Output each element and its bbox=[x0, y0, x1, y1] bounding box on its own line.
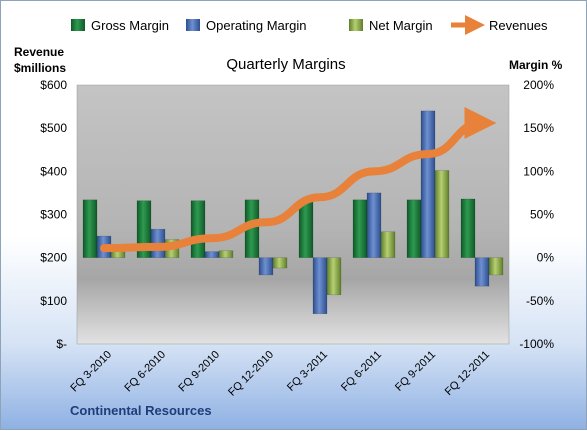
legend-swatch-net-margin bbox=[349, 19, 363, 31]
right-tick-label: 150% bbox=[523, 121, 554, 135]
gross-margin-bar bbox=[83, 200, 97, 258]
left-tick-label: $- bbox=[56, 337, 67, 351]
category-label: FQ 12-2010 bbox=[226, 349, 276, 399]
operating-margin-bar bbox=[313, 258, 327, 314]
net-margin-bar bbox=[381, 232, 395, 258]
legend-swatch-gross-margin bbox=[71, 19, 85, 31]
left-axis: $600 $500 $400 $300 $200 $100 $- bbox=[40, 78, 67, 351]
net-margin-bar bbox=[219, 251, 233, 258]
left-tick-label: $300 bbox=[40, 208, 67, 222]
operating-margin-bar bbox=[421, 111, 435, 258]
gross-margin-bar bbox=[299, 200, 313, 258]
category-label: FQ 3-2010 bbox=[68, 349, 114, 395]
left-tick-label: $600 bbox=[40, 78, 67, 92]
legend-label-net-margin: Net Margin bbox=[369, 18, 433, 33]
right-tick-label: 50% bbox=[530, 208, 554, 222]
right-tick-label: 200% bbox=[523, 78, 554, 92]
legend-label-gross-margin: Gross Margin bbox=[91, 18, 169, 33]
right-tick-label: 100% bbox=[523, 164, 554, 178]
net-margin-bar bbox=[273, 258, 287, 268]
operating-margin-bar bbox=[205, 252, 219, 258]
operating-margin-bar bbox=[259, 258, 273, 275]
right-axis: 200% 150% 100% 50% 0% -50% -100% bbox=[519, 78, 554, 351]
left-axis-title-line1: Revenue bbox=[14, 45, 64, 59]
category-label: FQ 12-2011 bbox=[443, 349, 492, 398]
operating-margin-bar bbox=[367, 193, 381, 258]
category-label: FQ 9-2010 bbox=[176, 349, 222, 395]
left-tick-label: $200 bbox=[40, 251, 67, 265]
category-label: FQ 9-2011 bbox=[393, 349, 438, 394]
right-tick-label: -50% bbox=[526, 294, 554, 308]
net-margin-bar bbox=[489, 258, 503, 275]
gross-margin-bar bbox=[191, 201, 205, 258]
right-axis-title: Margin % bbox=[509, 58, 563, 72]
left-tick-label: $100 bbox=[40, 294, 67, 308]
category-label: FQ 3-2011 bbox=[285, 349, 330, 394]
left-tick-label: $500 bbox=[40, 121, 67, 135]
legend-swatch-operating-margin bbox=[186, 19, 200, 31]
gross-margin-bar bbox=[461, 199, 475, 258]
legend: Gross Margin Operating Margin Net Margin… bbox=[71, 18, 548, 33]
right-tick-label: 0% bbox=[537, 251, 555, 265]
right-tick-label: -100% bbox=[519, 337, 554, 351]
legend-label-operating-margin: Operating Margin bbox=[206, 18, 306, 33]
source-label: Continental Resources bbox=[70, 403, 212, 418]
chart-title: Quarterly Margins bbox=[226, 56, 345, 73]
left-tick-label: $400 bbox=[40, 164, 67, 178]
gross-margin-bar bbox=[407, 200, 421, 258]
category-label: FQ 6-2011 bbox=[339, 349, 384, 394]
legend-label-revenues: Revenues bbox=[489, 18, 548, 33]
net-margin-bar bbox=[327, 258, 341, 295]
category-label: FQ 6-2010 bbox=[122, 349, 168, 395]
net-margin-bar bbox=[435, 170, 449, 257]
operating-margin-bar bbox=[475, 258, 489, 286]
gross-margin-bar bbox=[353, 200, 367, 258]
left-axis-title-line2: $millions bbox=[14, 61, 66, 75]
